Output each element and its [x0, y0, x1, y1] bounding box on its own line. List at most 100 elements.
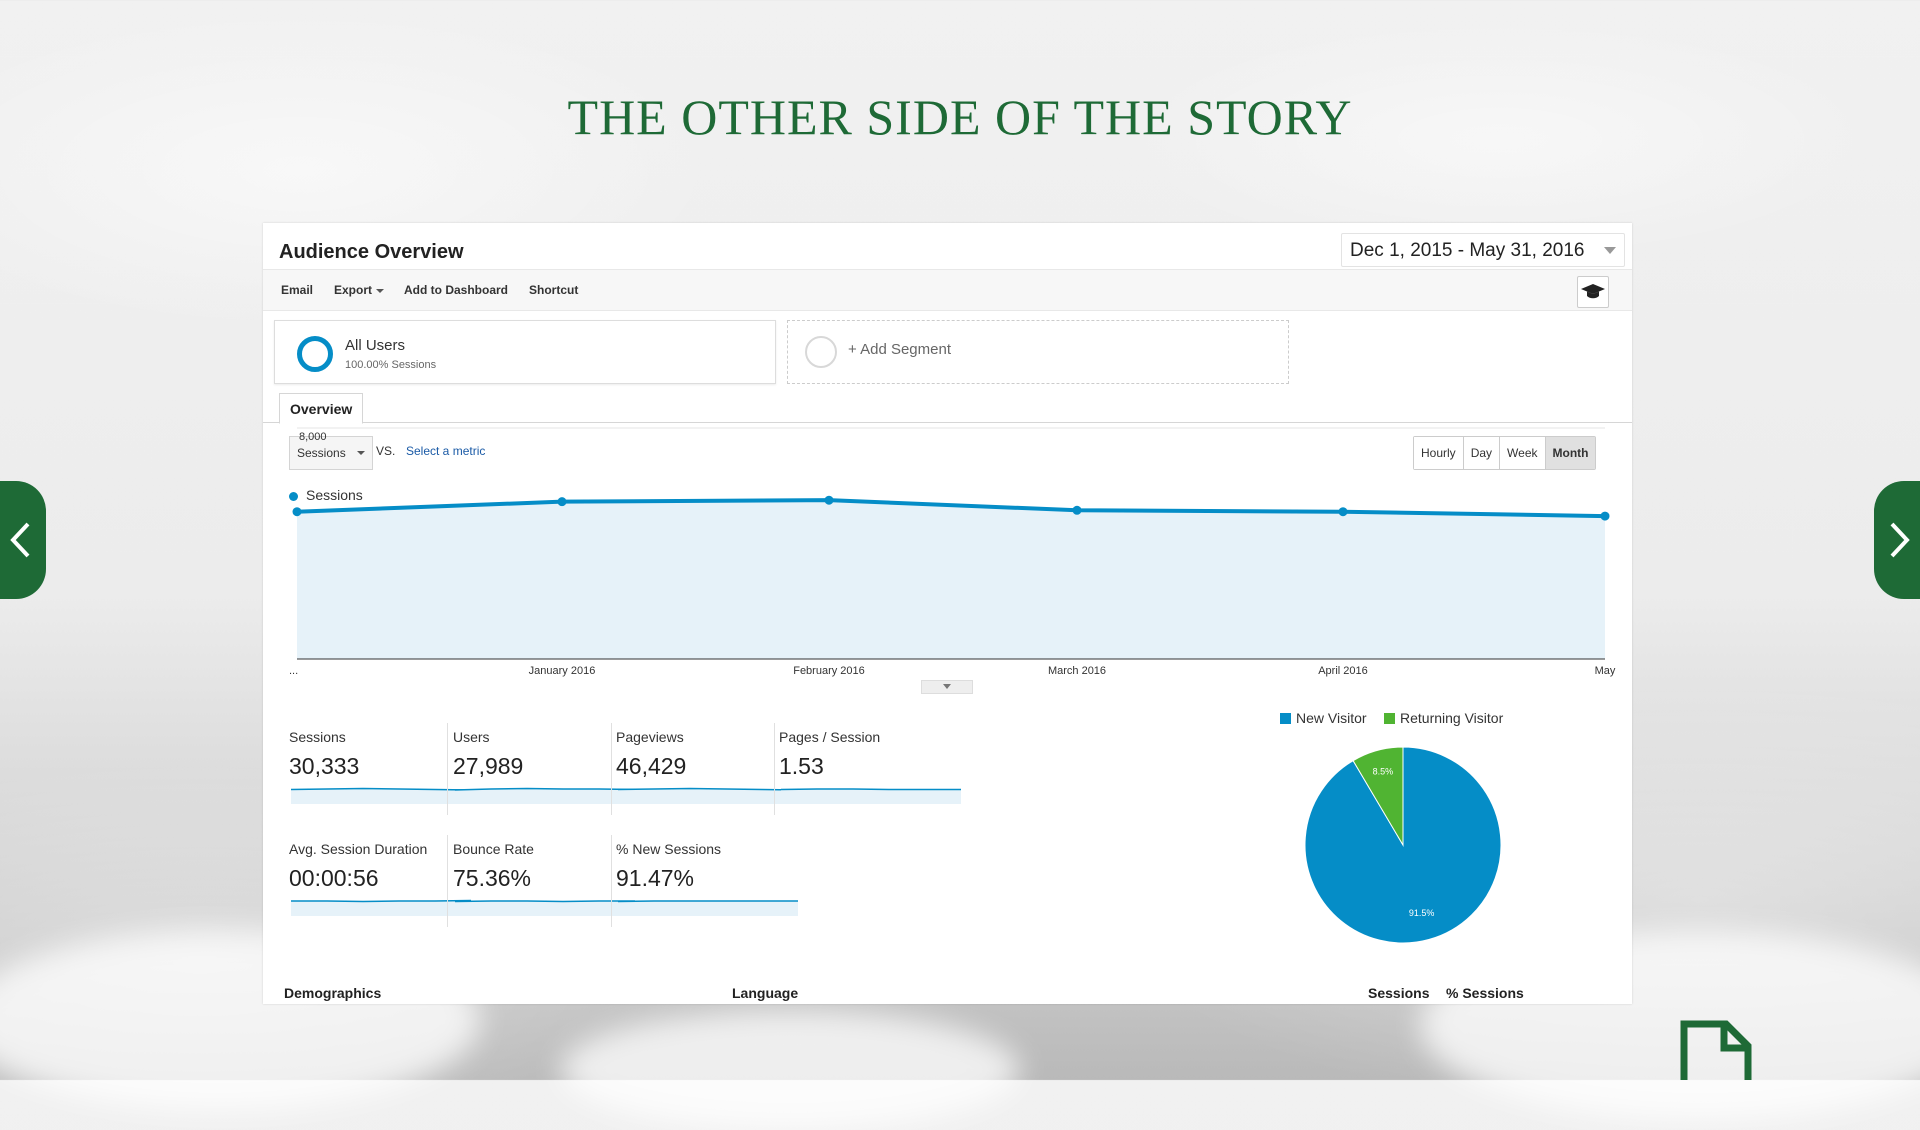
kpi-value: 27,989	[453, 753, 524, 779]
x-tick-label: ...	[289, 665, 298, 677]
add-to-dashboard-button[interactable]: Add to Dashboard	[404, 283, 508, 297]
pie-slice[interactable]	[1352, 746, 1404, 847]
segment-all-users[interactable]: All Users 100.00% Sessions	[274, 320, 776, 384]
cloud-decoration	[560, 1010, 1020, 1130]
chart-collapse-handle[interactable]	[921, 680, 973, 694]
kpi-label: Sessions	[289, 729, 346, 745]
chart-legend: Sessions	[289, 487, 363, 503]
x-tick-label: March 2016	[1048, 665, 1106, 677]
next-slide-button[interactable]	[1874, 481, 1920, 599]
kpi-divider	[447, 835, 448, 927]
kpi-tile[interactable]: Users 27,989	[453, 729, 635, 817]
demographics-heading: Demographics	[284, 985, 382, 1001]
graduation-cap-icon	[1581, 284, 1605, 299]
data-point[interactable]	[292, 507, 302, 517]
period-day-button[interactable]: Day	[1463, 437, 1501, 469]
legend-label: Returning Visitor	[1400, 710, 1504, 726]
chevron-left-icon	[10, 522, 30, 558]
export-label: Export	[334, 283, 373, 297]
tab-overview[interactable]: Overview	[279, 393, 364, 424]
empty-segment-icon	[805, 336, 837, 368]
kpi-label: Pages / Session	[779, 729, 881, 745]
intelligence-button[interactable]	[1577, 276, 1609, 308]
kpi-sparkline	[455, 900, 635, 916]
kpi-tile[interactable]: Bounce Rate 75.36%	[453, 841, 635, 929]
sessions-line	[296, 498, 1606, 519]
x-tick-label: January 2016	[529, 665, 596, 677]
kpi-label: Bounce Rate	[453, 841, 534, 857]
kpi-value: 1.53	[779, 753, 824, 779]
kpi-value: 91.47%	[616, 865, 695, 891]
period-week-button[interactable]: Week	[1500, 437, 1546, 469]
data-point[interactable]	[1600, 511, 1610, 521]
metric-select[interactable]: Sessions	[289, 436, 373, 470]
kpi-label: Users	[453, 729, 490, 745]
segment-share: 100.00% Sessions	[345, 359, 437, 371]
kpi-divider	[611, 835, 612, 927]
chevron-down-icon	[943, 684, 951, 689]
slide-title: THE OTHER SIDE OF THE STORY	[567, 89, 1353, 145]
x-tick-label: April 2016	[1318, 665, 1368, 677]
kpi-label: % New Sessions	[616, 841, 722, 857]
period-month-button[interactable]: Month	[1545, 437, 1596, 469]
legend-swatch	[289, 491, 298, 501]
metric-select-value: Sessions	[297, 446, 346, 460]
legend-swatch	[1280, 713, 1291, 724]
vs-label: VS.	[376, 444, 396, 458]
kpi-sparkline	[291, 899, 471, 916]
sessions-area	[297, 500, 1605, 659]
report-header: Audience Overview Dec 1, 2015 - May 31, …	[263, 223, 1632, 269]
kpi-sparkline	[618, 787, 798, 804]
analytics-screenshot: Audience Overview Dec 1, 2015 - May 31, …	[263, 223, 1632, 1004]
previous-slide-button[interactable]	[0, 481, 46, 599]
add-segment-button[interactable]: + Add Segment	[787, 320, 1289, 384]
legend-swatch	[1384, 713, 1395, 724]
pct-sessions-column-header: % Sessions	[1446, 985, 1524, 1001]
data-point[interactable]	[557, 497, 567, 507]
legend-label: New Visitor	[1296, 710, 1367, 726]
kpi-label: Pageviews	[616, 729, 684, 745]
pie-slice[interactable]	[1304, 746, 1502, 944]
report-toolbar: Email Export Add to Dashboard Shortcut	[263, 269, 1632, 311]
kpi-tile[interactable]: % New Sessions 91.47%	[616, 841, 798, 929]
shortcut-button[interactable]: Shortcut	[529, 283, 579, 297]
kpi-value: 00:00:56	[289, 865, 379, 891]
document-icon[interactable]	[1680, 1020, 1752, 1090]
select-metric-link[interactable]: Select a metric	[406, 444, 486, 458]
kpi-tile[interactable]: Avg. Session Duration 00:00:56	[289, 841, 471, 929]
date-range-picker[interactable]: Dec 1, 2015 - May 31, 2016	[1341, 233, 1625, 267]
report-title: Audience Overview	[279, 241, 464, 263]
kpi-tile[interactable]: Sessions 30,333	[289, 729, 471, 817]
pie-legend-new-visitor: New Visitor	[1280, 710, 1367, 726]
kpi-sparkline	[781, 788, 961, 804]
language-heading: Language	[732, 985, 799, 1001]
add-segment-label: + Add Segment	[848, 341, 951, 358]
kpi-tile[interactable]: Pages / Session 1.53	[779, 729, 961, 817]
kpi-sparkline	[291, 787, 471, 804]
pie-slice-label: 91.5%	[1409, 908, 1435, 918]
data-point[interactable]	[1338, 507, 1348, 517]
chevron-down-icon	[376, 288, 385, 293]
chevron-down-icon	[357, 451, 365, 455]
kpi-tile[interactable]: Pageviews 46,429	[616, 729, 798, 817]
kpi-sparkline	[618, 900, 798, 916]
data-point[interactable]	[1072, 505, 1082, 515]
email-button[interactable]: Email	[281, 283, 314, 297]
segment-name: All Users	[345, 337, 406, 354]
kpi-sparkline	[455, 787, 635, 804]
time-granularity-buttons: Hourly Day Week Month	[1413, 436, 1597, 470]
export-button[interactable]: Export	[334, 283, 385, 297]
kpi-divider	[774, 723, 775, 815]
tab-bar-divider	[263, 422, 1632, 423]
chevron-right-icon	[1890, 522, 1910, 558]
y-tick-label: 8,000	[299, 431, 327, 443]
legend-label: Sessions	[306, 487, 363, 503]
data-point[interactable]	[824, 495, 834, 505]
pie-legend-returning-visitor: Returning Visitor	[1384, 710, 1503, 726]
kpi-value: 30,333	[289, 753, 360, 779]
x-tick-label: February 2016	[793, 665, 865, 677]
x-tick-label: May	[1595, 665, 1616, 677]
date-range-value: Dec 1, 2015 - May 31, 2016	[1350, 240, 1585, 261]
period-hourly-button[interactable]: Hourly	[1414, 437, 1464, 469]
